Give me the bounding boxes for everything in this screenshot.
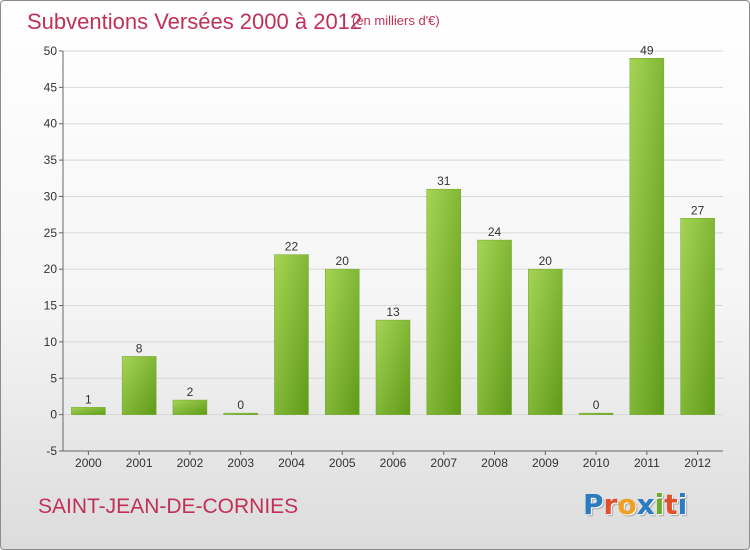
- bar-2012: [680, 218, 715, 415]
- x-tick-label: 2010: [583, 456, 610, 470]
- x-tick-label: 2001: [126, 456, 153, 470]
- bar-value-label: 22: [285, 240, 299, 254]
- x-tick-label: 2011: [634, 456, 660, 470]
- bar-2003: [223, 412, 258, 415]
- chart-unit-note: (en milliers d'€): [352, 13, 440, 28]
- logo-letter: r: [603, 488, 618, 521]
- y-tick-label: 5: [50, 371, 57, 385]
- logo-letter: i: [654, 488, 665, 521]
- y-tick-label: 20: [44, 262, 58, 276]
- bar-2009: [528, 268, 563, 415]
- bar-2011: [629, 58, 665, 415]
- chart-title: Subventions Versées 2000 à 2012: [27, 9, 363, 34]
- logo-letter: x: [636, 488, 655, 521]
- y-tick-label: 35: [44, 153, 58, 167]
- x-tick-label: 2009: [532, 456, 559, 470]
- y-tick-label: 10: [44, 335, 58, 349]
- y-tick-label: 0: [50, 408, 57, 422]
- bar-2010: [578, 412, 614, 415]
- bar-value-label: 49: [640, 43, 654, 57]
- x-tick-label: 2006: [380, 456, 407, 470]
- y-tick-label: 30: [44, 189, 58, 203]
- bar-value-label: 2: [187, 385, 194, 399]
- commune-name: SAINT-JEAN-DE-CORNIES: [38, 495, 299, 518]
- bar-value-label: 1: [85, 392, 92, 406]
- bar-2006: [375, 319, 411, 415]
- y-tick-label: 15: [44, 299, 58, 313]
- bar-2007: [426, 188, 462, 415]
- bar-value-label: 20: [539, 254, 553, 268]
- x-tick-label: 2004: [278, 456, 305, 470]
- bar-2005: [324, 268, 360, 415]
- logo-letter: i: [677, 488, 688, 521]
- bar-2000: [71, 407, 106, 415]
- bar-2008: [477, 239, 512, 415]
- bar-value-label: 24: [488, 225, 502, 239]
- x-tick-label: 2008: [481, 456, 508, 470]
- x-tick-label: 2003: [227, 456, 254, 470]
- x-tick-label: 2007: [430, 456, 457, 470]
- bar-value-label: 8: [136, 341, 143, 355]
- logo-letter: P: [583, 488, 604, 521]
- logo-letter: t: [664, 488, 678, 521]
- x-tick-label: 2012: [684, 456, 711, 470]
- logo-letter: o: [617, 488, 637, 521]
- y-tick-label: -5: [46, 444, 57, 458]
- bar-2004: [274, 254, 309, 415]
- x-tick-label: 2000: [75, 456, 102, 470]
- y-tick-label: 25: [44, 226, 58, 240]
- bar-2001: [121, 356, 157, 415]
- bar-2002: [172, 399, 208, 415]
- y-tick-label: 45: [44, 80, 58, 94]
- y-tick-label: 40: [44, 117, 58, 131]
- bar-value-label: 0: [237, 398, 244, 412]
- bar-value-label: 0: [593, 398, 600, 412]
- x-tick-label: 2005: [329, 456, 356, 470]
- y-tick-label: 50: [44, 44, 58, 58]
- bar-value-label: 31: [437, 174, 451, 188]
- bar-value-label: 20: [336, 254, 350, 268]
- proxiti-logo: Proxiti: [583, 488, 687, 521]
- bar-value-label: 27: [691, 203, 705, 217]
- x-tick-label: 2002: [177, 456, 204, 470]
- bar-value-label: 13: [386, 305, 400, 319]
